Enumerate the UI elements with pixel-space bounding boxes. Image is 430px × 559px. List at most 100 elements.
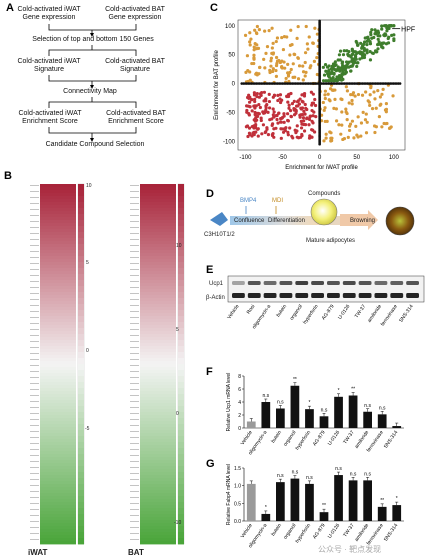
colorbar-step [78,424,84,431]
scatter-point [247,126,252,130]
bar [363,480,372,521]
x-tick-label: butein [270,430,283,445]
scatter-point [285,94,289,98]
bar [363,411,372,428]
colorbar-step [78,214,84,221]
scatter-point [283,66,287,70]
x-tick-label: -50 [278,155,287,161]
colorbar-step [78,190,84,197]
heatmap-row [40,361,76,365]
scatter-point [280,65,284,69]
scatter-point [289,114,293,118]
scatter-point [321,65,325,69]
heatmap-row [40,187,76,191]
scatter-point [364,90,368,94]
colorbar-step [178,244,184,251]
scatter-point [257,28,261,32]
colorbar-step [78,202,84,209]
heatmap-row [140,190,176,194]
x-tick-label: 50 [353,155,360,161]
y-axis-label: Relative Ucp1 mRNA level [226,373,232,432]
scatter-point [314,115,318,119]
colorbar-step [78,274,84,281]
bar [290,478,300,521]
scatter-point [267,92,271,96]
scatter-point [384,102,388,106]
colorbar-step [78,250,84,257]
heatmap-row [140,205,176,209]
scatter-point [295,124,299,128]
scatter-point [392,33,396,37]
heatmap-row [140,352,176,356]
scatter-point [371,51,375,56]
colorbar-step [78,376,84,383]
scatter-point [378,95,383,99]
scatter-point [284,76,288,81]
scatter-point [303,60,307,65]
blot-lane-label: AG-879 [321,304,336,322]
ucp1-band [342,281,356,285]
heatmap-row [140,322,176,326]
heatmap-row [40,454,76,458]
heatmap-row [40,505,76,509]
scatter-point [306,47,310,51]
colorbar-step [78,418,84,425]
significance-label: ** [322,503,326,509]
scatter-point [303,74,307,78]
scatter-point [323,93,327,97]
heatmap-row [140,334,176,338]
heatmap-row [40,289,76,293]
scatter-point [304,106,308,110]
scatter-point [322,73,327,77]
heatmap-col-label-iwat: iWAT [28,548,48,557]
colorbar-step [78,454,84,461]
significance-label: * [265,505,267,511]
colorbar-step [178,496,184,503]
blot-lane-label: Rosi [246,304,257,316]
heatmap-row [140,538,176,542]
scatter-point [250,61,254,66]
scatter-point [301,116,306,120]
heatmap-row [40,253,76,257]
scatter-point [258,65,262,70]
scatter-point [365,39,369,43]
scatter-point [253,119,257,123]
scatter-point [266,133,271,137]
blot-lane-label: SNS-314 [398,304,415,324]
scatter-point [373,130,377,135]
scatter-point [301,70,306,74]
colorbar-step [78,502,84,509]
heatmap-row [40,238,76,242]
blot-lane-label: TW-37 [354,304,368,320]
heatmap-row [140,376,176,380]
scatter-point [281,130,286,134]
x-tick-label: SNS-314 [383,430,400,450]
scatter-point [287,106,291,110]
panel-c-label: C [210,2,218,14]
significance-label: * [308,400,310,406]
scatter-point [308,66,312,70]
colorbar-step [178,406,184,413]
colorbar-step [178,250,184,257]
scatter-point [350,48,355,53]
heatmap-col-label-bat: BAT [128,548,144,557]
colorbar-step [78,340,84,347]
heatmap-row [140,367,176,371]
scatter-point [311,128,315,132]
scatter-point [327,98,331,102]
scatter-point [382,24,387,28]
colorbar-step [178,538,184,545]
scatter-point [369,33,373,37]
scatter-point [378,42,383,47]
scatter-point [300,134,304,138]
scatter-point [254,122,258,127]
scatter-point [286,130,290,135]
scatter-point [255,92,259,96]
blot-frame [227,275,425,303]
scatter-point [302,129,307,133]
colorbar-step [78,286,84,293]
actin-band [358,293,372,298]
colorbar-step [178,388,184,395]
scatter-point [380,92,384,96]
